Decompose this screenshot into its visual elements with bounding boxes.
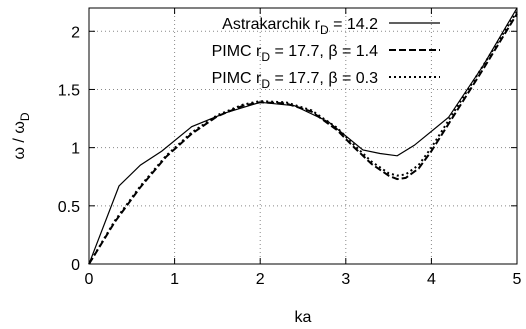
legend-label-3: PIMC rD = 17.7, β = 0.3 [212, 70, 379, 91]
x-tick-label: 3 [341, 271, 350, 288]
y-tick-label: 1 [71, 141, 80, 158]
y-tick-labels: 0 0.5 1 1.5 2 [58, 24, 80, 274]
x-axis-label: ka [295, 309, 312, 326]
series-line-1 [88, 7, 518, 265]
legend-label-1: Astrakarchik rD = 14.2 [222, 16, 378, 37]
legend-label-2: PIMC rD = 17.7, β = 1.4 [212, 43, 379, 64]
y-tick-label: 2 [71, 24, 80, 41]
y-tick-label: 0 [71, 257, 80, 274]
x-tick-label: 2 [256, 271, 265, 288]
legend: Astrakarchik rD = 14.2 PIMC rD = 17.7, β … [212, 16, 440, 91]
y-tick-label: 1.5 [58, 82, 80, 99]
x-tick-labels: 0 1 2 3 4 5 [85, 271, 522, 288]
y-axis-label-main: ω / ω [11, 121, 28, 159]
x-tick-label: 4 [427, 271, 436, 288]
y-axis-label: ω / ωD [11, 112, 32, 159]
plot-frame [88, 7, 518, 265]
x-tick-label: 1 [170, 271, 179, 288]
axis-ticks [88, 8, 518, 265]
series-line-2 [88, 13, 518, 265]
x-tick-label: 0 [85, 271, 94, 288]
x-tick-label: 5 [513, 271, 522, 288]
series-layer [88, 7, 518, 265]
y-tick-label: 0.5 [58, 199, 80, 216]
y-axis-label-subscript: D [18, 112, 32, 121]
